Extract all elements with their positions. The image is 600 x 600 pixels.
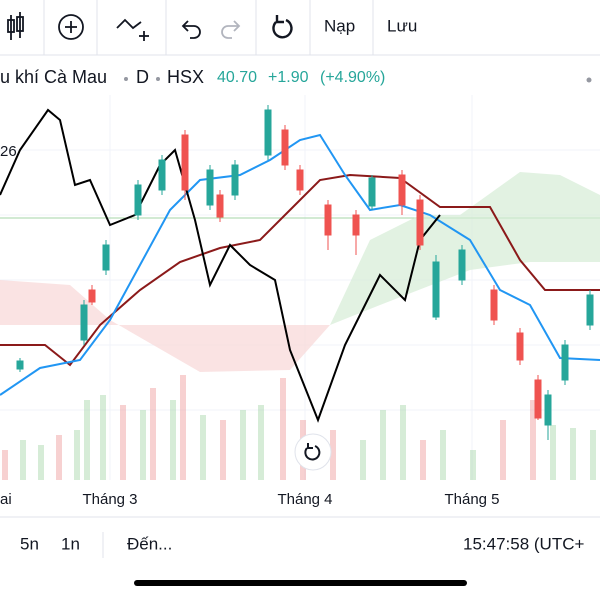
change-percent: (+4.90%): [320, 69, 385, 86]
separators: [0, 0, 600, 56]
reset[interactable]: [272, 15, 293, 39]
redo[interactable]: [221, 20, 241, 39]
save-button[interactable]: Lưu: [387, 16, 417, 35]
toolbar: [7, 12, 293, 41]
range-button[interactable]: 5n: [20, 534, 39, 553]
add-indicator[interactable]: [58, 14, 84, 40]
cloud-red: [0, 280, 330, 372]
x-label: Tháng 3: [82, 491, 137, 508]
candle-icon[interactable]: [7, 12, 24, 40]
x-label: ai: [0, 491, 12, 508]
conversion-line: [0, 133, 600, 396]
chart-area: [0, 95, 600, 480]
dot: [586, 77, 592, 83]
volume: [2, 375, 596, 480]
exchange: HSX: [167, 67, 204, 87]
undo[interactable]: [181, 20, 201, 39]
side-label: 26: [0, 143, 17, 160]
home-indicator: [134, 580, 467, 586]
symbol-name: u khí Cà Mau: [0, 67, 107, 87]
grid: [0, 95, 600, 480]
interval: D: [136, 67, 149, 87]
dot: [156, 77, 160, 81]
lagging-span: [0, 108, 441, 423]
x-label: Tháng 4: [277, 491, 332, 508]
x-label: Tháng 5: [444, 491, 499, 508]
load-button[interactable]: Nạp: [324, 16, 355, 35]
candles: [16, 105, 594, 440]
range-button[interactable]: 1n: [61, 534, 80, 553]
change: +1.90: [268, 69, 309, 86]
clock: 15:47:58 (UTC+: [463, 534, 584, 553]
draw-tool[interactable]: [116, 18, 149, 41]
dot: [124, 77, 128, 81]
cloud-green: [330, 172, 600, 325]
price: 40.70: [217, 69, 257, 86]
baseline: [0, 173, 600, 367]
reset-view[interactable]: [294, 433, 332, 471]
goto-button[interactable]: Đến...: [127, 534, 172, 553]
